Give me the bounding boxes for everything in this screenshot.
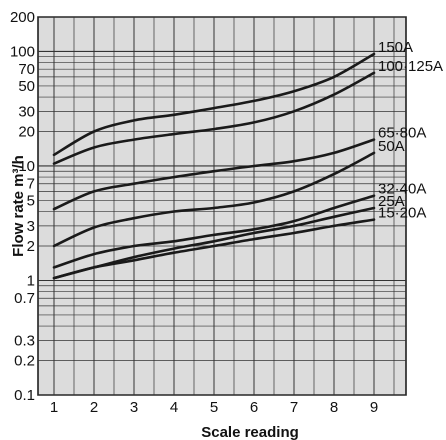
series-label: 100·125A	[378, 58, 443, 75]
y-tick-label: 0.1	[14, 387, 35, 404]
x-tick-label: 5	[210, 399, 218, 416]
series-line	[52, 218, 376, 280]
y-tick-label: 20	[18, 124, 35, 141]
y-axis-title: Flow rate m³/h	[10, 155, 27, 257]
y-tick-label: 100	[10, 43, 35, 60]
y-tick-label: 10	[18, 158, 35, 175]
x-tick-label: 4	[170, 399, 178, 416]
data-series	[52, 52, 376, 280]
x-tick-label: 7	[290, 399, 298, 416]
x-tick-label: 1	[50, 399, 58, 416]
series-line	[52, 138, 376, 211]
y-tick-label: 3	[27, 218, 35, 235]
series-label: 150A	[378, 39, 413, 56]
series-label: 32·40A	[378, 181, 426, 198]
x-axis-ticks: 1 2 3 4 5 6 7 8 9	[50, 399, 378, 416]
y-tick-label: 200	[10, 9, 35, 26]
series-label: 65·80A	[378, 125, 426, 142]
y-tick-label: 7	[27, 176, 35, 193]
x-tick-label: 8	[330, 399, 338, 416]
series-line	[52, 151, 376, 248]
y-tick-label: 0.2	[14, 353, 35, 370]
y-tick-label: 0.3	[14, 332, 35, 349]
x-tick-label: 2	[90, 399, 98, 416]
series-label: 25A	[378, 193, 405, 210]
y-tick-label: 5	[27, 192, 35, 209]
y-tick-label: 30	[18, 103, 35, 120]
x-tick-label: 6	[250, 399, 258, 416]
y-tick-label: 2	[27, 238, 35, 255]
y-tick-label: 0.7	[14, 290, 35, 307]
series-label: 15·20A	[378, 205, 426, 222]
y-tick-label: 50	[18, 78, 35, 95]
x-tick-label: 9	[370, 399, 378, 416]
x-axis-title: Scale reading	[201, 424, 299, 440]
series-label: 50A	[378, 138, 405, 155]
series-line	[52, 71, 376, 165]
y-tick-label: 70	[18, 61, 35, 78]
y-tick-label: 1	[27, 272, 35, 289]
series-line	[52, 52, 376, 157]
series-line	[52, 194, 376, 269]
x-tick-label: 3	[130, 399, 138, 416]
